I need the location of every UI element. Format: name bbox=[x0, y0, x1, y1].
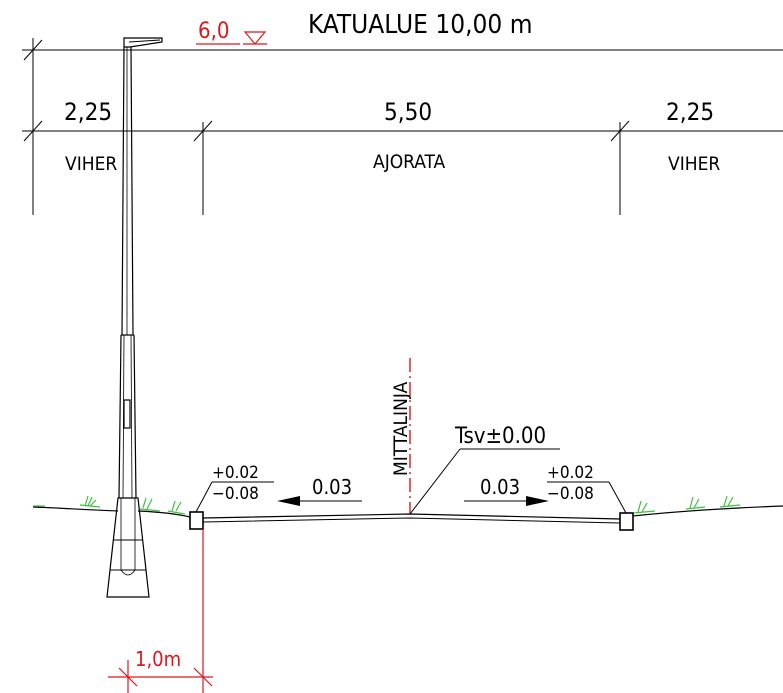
tolerance-left-minus: −0.08 bbox=[212, 484, 259, 504]
tolerance-right-minus: −0.08 bbox=[547, 484, 594, 504]
slope-arrow-left bbox=[277, 496, 362, 506]
street-width-title: KATUALUE 10,00 m bbox=[308, 10, 532, 40]
ground-line bbox=[32, 505, 783, 524]
offset-dimension bbox=[108, 529, 213, 693]
zone-center: AJORATA bbox=[373, 151, 445, 173]
slope-arrow-right bbox=[464, 496, 549, 506]
tsv-label: Tsv±0.00 bbox=[454, 424, 546, 449]
tsv-leader bbox=[409, 448, 560, 515]
elevation-triangle-icon bbox=[243, 31, 267, 45]
grass-right bbox=[633, 495, 741, 514]
tolerance-left-plus: +0.02 bbox=[212, 463, 259, 483]
centerline-label: MITTALINJA bbox=[390, 381, 412, 476]
dimension-center: 5,50 bbox=[384, 98, 432, 126]
dimension-left: 2,25 bbox=[64, 98, 112, 126]
top-dimension-lines bbox=[22, 38, 783, 215]
street-light-pole bbox=[106, 37, 163, 598]
elevation-label: 6,0 bbox=[198, 19, 229, 44]
tolerance-left-leader bbox=[195, 481, 213, 513]
tolerance-right-plus: +0.02 bbox=[547, 463, 594, 483]
slope-left-label: 0.03 bbox=[312, 475, 352, 499]
curb-right bbox=[619, 512, 634, 531]
zone-right: VIHER bbox=[668, 153, 720, 175]
tolerance-right-leader bbox=[608, 481, 627, 514]
offset-label: 1,0m bbox=[135, 647, 181, 671]
slope-right-label: 0.03 bbox=[480, 475, 520, 499]
grass-left bbox=[33, 495, 186, 515]
dimension-right: 2,25 bbox=[666, 98, 714, 126]
curb-left bbox=[189, 511, 204, 530]
zone-left: VIHER bbox=[65, 153, 117, 175]
